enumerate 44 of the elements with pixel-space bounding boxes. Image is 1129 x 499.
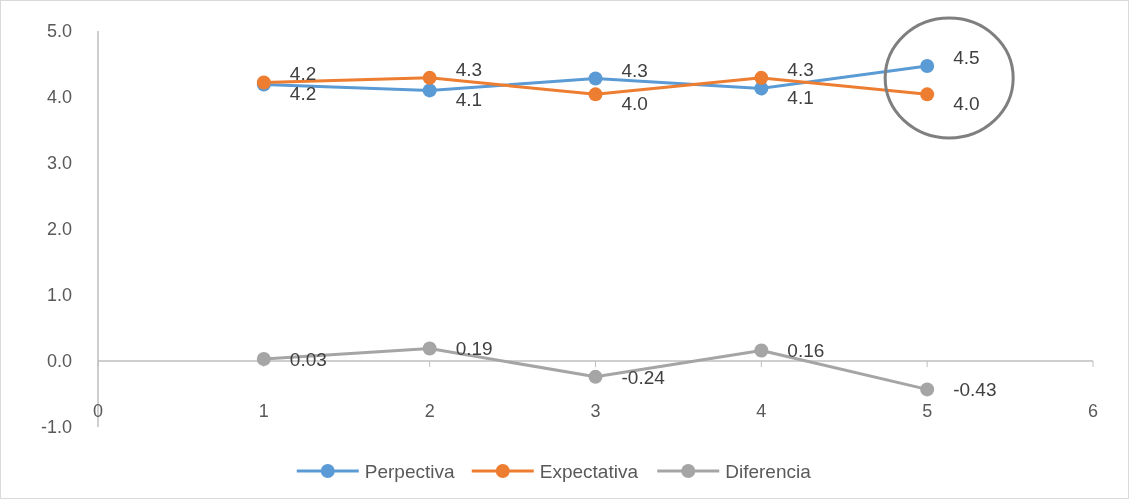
data-label: 0.16: [787, 340, 825, 362]
legend-label: Expectativa: [539, 461, 639, 482]
point: [754, 343, 769, 358]
data-label: -0.24: [621, 366, 666, 388]
data-label: 0.19: [455, 338, 493, 360]
y-tick-label: -1.0: [40, 417, 72, 437]
x-tick-label: 6: [1087, 401, 1099, 422]
legend-label: Diferencia: [725, 461, 812, 482]
point: [588, 71, 603, 86]
y-tick-label: 5.0: [46, 21, 72, 41]
x-tick-label: 1: [258, 401, 269, 422]
data-label: 4.3: [787, 58, 814, 80]
data-label: 4.0: [953, 93, 980, 115]
data-label: 4.0: [621, 93, 648, 115]
point: [588, 369, 603, 384]
data-label: 4.2: [289, 83, 317, 105]
point: [588, 87, 603, 102]
point: [422, 341, 437, 356]
point: [920, 382, 935, 397]
data-label: 0.03: [289, 349, 327, 371]
data-label: -0.43: [953, 379, 997, 401]
data-label: 4.5: [953, 46, 980, 68]
x-tick-label: 5: [922, 401, 933, 422]
y-tick-label: 0.0: [46, 351, 72, 371]
y-tick-label: 3.0: [46, 153, 72, 173]
data-label: 4.1: [455, 89, 483, 111]
data-label: 4.3: [455, 58, 483, 80]
point: [422, 70, 437, 85]
point: [754, 70, 769, 85]
point: [920, 58, 935, 73]
legend-label: Perpectiva: [364, 461, 455, 482]
y-tick-label: 2.0: [46, 219, 72, 239]
point: [256, 352, 271, 367]
x-tick-label: 0: [92, 401, 104, 422]
y-tick-label: 4.0: [46, 87, 72, 107]
y-tick-label: 1.0: [46, 285, 72, 305]
x-tick-label: 4: [756, 401, 767, 422]
point: [422, 83, 437, 98]
data-label: 4.1: [787, 87, 814, 109]
data-label: 4.2: [289, 63, 317, 85]
x-tick-label: 3: [590, 401, 601, 422]
point: [920, 87, 935, 102]
data-label: 4.3: [621, 59, 648, 81]
x-tick-label: 2: [424, 401, 435, 422]
